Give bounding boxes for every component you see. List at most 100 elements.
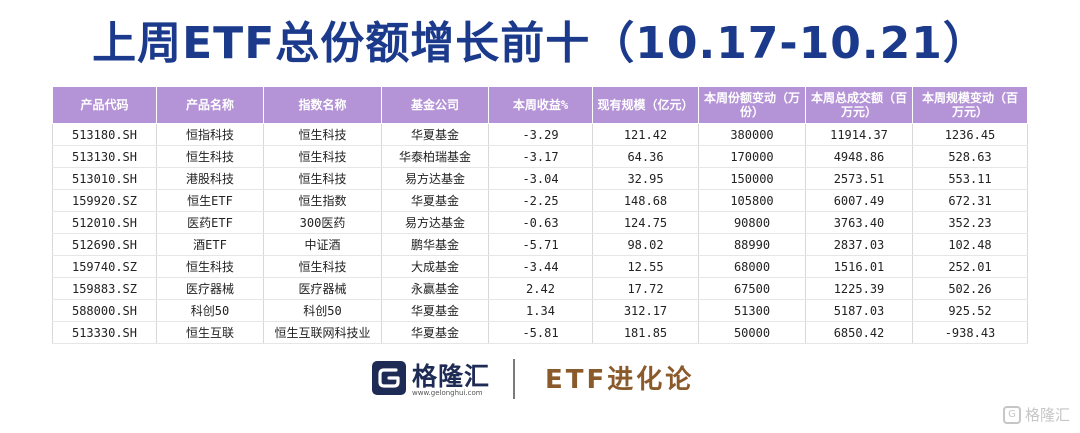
table-cell: 528.63 — [912, 145, 1028, 168]
watermark-text: 格隆汇 — [1024, 406, 1070, 424]
table-cell: 513180.SH — [52, 123, 157, 146]
table-row: 513130.SH 恒生科技 恒生科技 华泰柏瑞基金 -3.17 64.36 170000 4… — [52, 145, 1028, 168]
table-cell: 2837.03 — [805, 233, 913, 256]
table-cell: 67500 — [698, 277, 806, 300]
table-cell: -3.29 — [488, 123, 593, 146]
table-cell: 512690.SH — [52, 233, 157, 256]
header-cell: 基金公司 — [381, 86, 489, 124]
table-cell: 鹏华基金 — [381, 233, 489, 256]
table-row: 512010.SH 医药ETF 300医药 易方达基金 -0.63 124.75 90800… — [52, 211, 1028, 234]
table-cell: 恒生科技 — [263, 167, 382, 190]
footer: 格隆汇 www.gelonghui.com ETF进化论 — [0, 355, 1080, 411]
logo-text: 格隆汇 — [412, 362, 491, 391]
table-cell: 512010.SH — [52, 211, 157, 234]
table-cell: 124.75 — [592, 211, 699, 234]
table-cell: 易方达基金 — [381, 211, 489, 234]
footer-divider — [513, 359, 515, 399]
table-cell: 酒ETF — [156, 233, 264, 256]
table-cell: 5187.03 — [805, 299, 913, 322]
table-cell: 恒生科技 — [156, 145, 264, 168]
table-cell: 2573.51 — [805, 167, 913, 190]
table-cell: 4948.86 — [805, 145, 913, 168]
table-row: 513180.SH 恒指科技 恒生科技 华夏基金 -3.29 121.42 380000 11… — [52, 123, 1028, 146]
table-cell: 恒生科技 — [263, 255, 382, 278]
table-cell: 51300 — [698, 299, 806, 322]
table-cell: 513130.SH — [52, 145, 157, 168]
table-cell: 6007.49 — [805, 189, 913, 212]
table-cell: 科创50 — [263, 299, 382, 322]
table-cell: 恒生互联网科技业 — [263, 321, 382, 344]
table-cell: 150000 — [698, 167, 806, 190]
table-cell: 68000 — [698, 255, 806, 278]
header-cell: 现有规模（亿元） — [592, 86, 699, 124]
table-cell: 华夏基金 — [381, 299, 489, 322]
table-body: 513180.SH 恒指科技 恒生科技 华夏基金 -3.29 121.42 380000 11… — [52, 123, 1028, 344]
etf-table: 产品代码 产品名称 指数名称 基金公司 本周收益% 现有规模（亿元） 本周份额变… — [52, 86, 1028, 344]
table-row: 513010.SH 港股科技 恒生科技 易方达基金 -3.04 32.95 150000 25… — [52, 167, 1028, 190]
table-cell: 300医药 — [263, 211, 382, 234]
table-header-row: 产品代码 产品名称 指数名称 基金公司 本周收益% 现有规模（亿元） 本周份额变… — [52, 86, 1028, 124]
table-cell: 1225.39 — [805, 277, 913, 300]
table-cell: 恒指科技 — [156, 123, 264, 146]
watermark: G 格隆汇 — [1002, 404, 1070, 425]
table-cell: 380000 — [698, 123, 806, 146]
table-cell: 1516.01 — [805, 255, 913, 278]
table-cell: 312.17 — [592, 299, 699, 322]
table-row: 159740.SZ 恒生科技 恒生科技 大成基金 -3.44 12.55 68000 1516… — [52, 255, 1028, 278]
table-cell: 50000 — [698, 321, 806, 344]
table-cell: -938.43 — [912, 321, 1028, 344]
table-cell: 159883.SZ — [52, 277, 157, 300]
table-row: 588000.SH 科创50 科创50 华夏基金 1.34 312.17 51300 5187… — [52, 299, 1028, 322]
table-cell: 159740.SZ — [52, 255, 157, 278]
table-cell: 553.11 — [912, 167, 1028, 190]
table-cell: 121.42 — [592, 123, 699, 146]
table-cell: 11914.37 — [805, 123, 913, 146]
table-cell: -2.25 — [488, 189, 593, 212]
table-cell: -0.63 — [488, 211, 593, 234]
table-cell: -3.04 — [488, 167, 593, 190]
table-cell: 华夏基金 — [381, 189, 489, 212]
table-cell: 513330.SH — [52, 321, 157, 344]
table-cell: 医疗器械 — [263, 277, 382, 300]
table-cell: 64.36 — [592, 145, 699, 168]
table-cell: 170000 — [698, 145, 806, 168]
header-cell: 产品名称 — [156, 86, 264, 124]
table-cell: 3763.40 — [805, 211, 913, 234]
table-cell: 513010.SH — [52, 167, 157, 190]
table-cell: 恒生科技 — [263, 145, 382, 168]
page-title: 上周ETF总份额增长前十（10.17-10.21） — [92, 18, 988, 69]
table-row: 159883.SZ 医疗器械 医疗器械 永赢基金 2.42 17.72 67500 1225.… — [52, 277, 1028, 300]
table-cell: 华泰柏瑞基金 — [381, 145, 489, 168]
table-cell: 医疗器械 — [156, 277, 264, 300]
table-cell: -3.44 — [488, 255, 593, 278]
table-row: 512690.SH 酒ETF 中证酒 鹏华基金 -5.71 98.02 88990 2837.… — [52, 233, 1028, 256]
table-cell: -3.17 — [488, 145, 593, 168]
logo-url: www.gelonghui.com — [412, 389, 483, 397]
table-cell: 港股科技 — [156, 167, 264, 190]
table-cell: 148.68 — [592, 189, 699, 212]
table-cell: 恒生ETF — [156, 189, 264, 212]
table-cell: 502.26 — [912, 277, 1028, 300]
table-cell: 2.42 — [488, 277, 593, 300]
table-cell: 88990 — [698, 233, 806, 256]
table-cell: 医药ETF — [156, 211, 264, 234]
gelonghui-logo-icon — [372, 361, 406, 395]
table-cell: 华夏基金 — [381, 123, 489, 146]
header-cell: 产品代码 — [52, 86, 157, 124]
table-cell: 恒生科技 — [263, 123, 382, 146]
table-cell: 102.48 — [912, 233, 1028, 256]
table-cell: 181.85 — [592, 321, 699, 344]
table-cell: 6850.42 — [805, 321, 913, 344]
table-cell: 易方达基金 — [381, 167, 489, 190]
table-row: 159920.SZ 恒生ETF 恒生指数 华夏基金 -2.25 148.68 105800 6… — [52, 189, 1028, 212]
table-cell: 32.95 — [592, 167, 699, 190]
table-cell: 1236.45 — [912, 123, 1028, 146]
header-cell: 本周收益% — [488, 86, 593, 124]
table-cell: 12.55 — [592, 255, 699, 278]
header-cell: 本周份额变动（万份） — [698, 86, 806, 124]
table-cell: 105800 — [698, 189, 806, 212]
table-cell: 352.23 — [912, 211, 1028, 234]
header-cell: 指数名称 — [263, 86, 382, 124]
header-cell: 本周总成交额（百万元） — [805, 86, 913, 124]
table-cell: 恒生互联 — [156, 321, 264, 344]
